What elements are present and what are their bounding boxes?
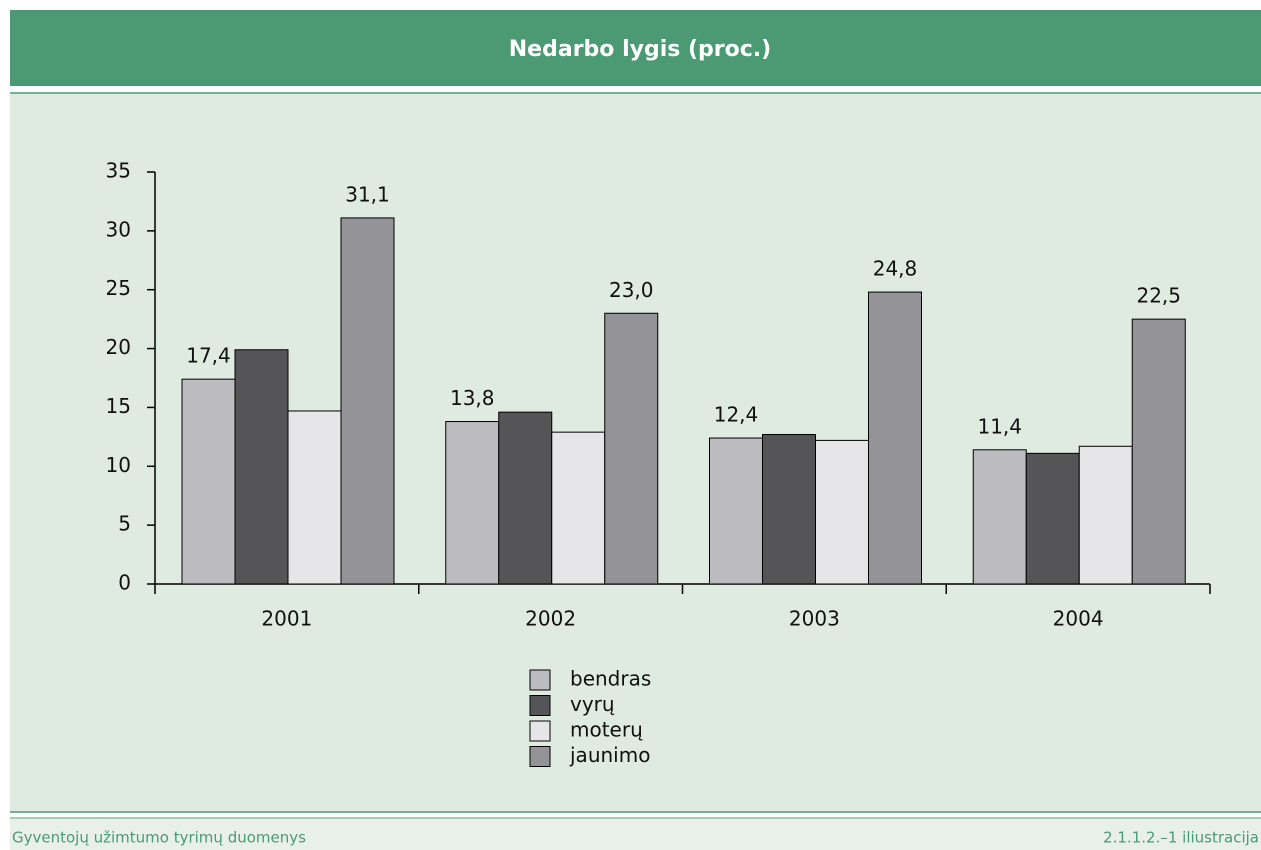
bar	[234, 349, 289, 585]
bar	[287, 410, 342, 585]
x-tick-label: 2004	[1053, 607, 1104, 631]
source-note: Gyventojų užimtumo tyrimų duomenys	[12, 829, 306, 847]
y-tick-label: 10	[106, 453, 131, 477]
bar	[340, 217, 395, 585]
bar	[604, 312, 659, 585]
header-band	[10, 10, 1261, 86]
x-tick-label: 2002	[525, 607, 576, 631]
bar	[498, 411, 553, 585]
y-tick-label: 25	[106, 276, 131, 300]
bar	[1025, 452, 1080, 585]
value-label: 12,4	[714, 403, 759, 427]
legend-label: moterų	[570, 718, 643, 742]
chart-title: Nedarbo lygis (proc.)	[509, 37, 771, 62]
legend-label: jaunimo	[569, 743, 650, 767]
value-label: 13,8	[450, 386, 495, 410]
value-label: 22,5	[1136, 284, 1181, 308]
bar	[815, 439, 869, 585]
bar	[709, 437, 763, 585]
legend-swatch	[529, 746, 551, 767]
bar	[868, 291, 922, 585]
x-tick-label: 2003	[789, 607, 840, 631]
figure-number: 2.1.1.2.–1 iliustracija	[1103, 829, 1259, 847]
bar	[1078, 445, 1133, 585]
value-label: 31,1	[345, 182, 390, 206]
value-label: 17,4	[186, 344, 231, 368]
legend-swatch	[529, 695, 551, 716]
bar	[1131, 318, 1186, 585]
bar	[972, 449, 1027, 585]
legend-label: vyrų	[570, 692, 615, 716]
bar	[445, 421, 500, 585]
value-label: 23,0	[609, 278, 654, 302]
y-tick-label: 5	[118, 512, 131, 536]
y-tick-label: 15	[106, 394, 131, 418]
value-label: 24,8	[873, 257, 918, 281]
footer-background	[10, 819, 1261, 850]
y-tick-label: 20	[106, 335, 131, 359]
y-tick-label: 35	[106, 159, 131, 183]
legend-label: bendras	[570, 667, 651, 691]
x-tick-label: 2001	[261, 607, 312, 631]
bar	[762, 434, 816, 585]
value-label: 11,4	[977, 414, 1022, 438]
bar	[181, 378, 236, 585]
y-tick-label: 30	[106, 217, 131, 241]
y-tick-label: 0	[118, 571, 131, 595]
bar	[551, 431, 606, 585]
legend-swatch	[529, 669, 551, 691]
legend-swatch	[529, 720, 551, 742]
